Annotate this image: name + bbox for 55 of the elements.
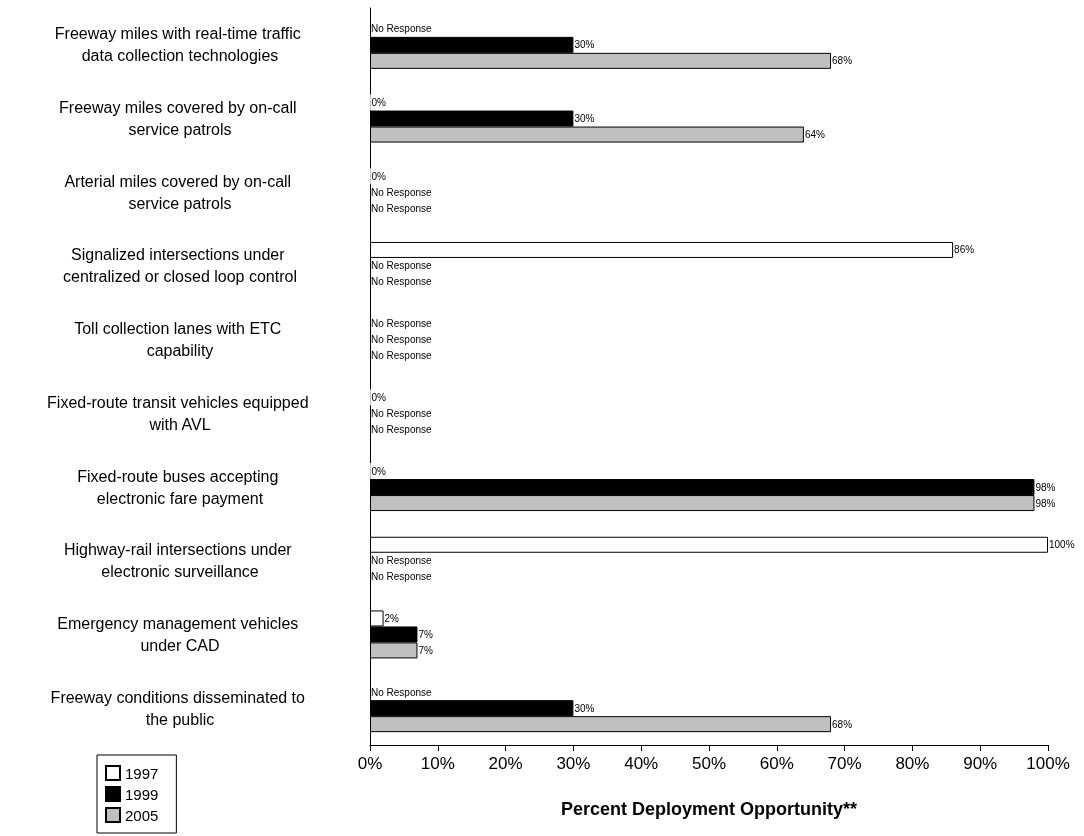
data-label: 64% <box>804 129 826 141</box>
data-label: 30% <box>574 702 595 714</box>
data-label: 30% <box>574 113 595 125</box>
y-tick-label: Arterial miles covered by on-call service patrols <box>64 172 296 212</box>
y-tick-label: Freeway conditions disseminated to the public <box>50 688 310 728</box>
data-label: 7% <box>418 644 434 656</box>
data-label: 0% <box>371 391 387 403</box>
text: No Response <box>371 407 432 419</box>
y-tick-label: Fixed-route transit vehicles equipped with AVL <box>47 393 313 433</box>
text: No Response <box>371 334 432 346</box>
legend-label: 2005 <box>125 806 159 824</box>
x-tick-label: 70% <box>827 754 862 773</box>
text: No Response <box>371 686 432 698</box>
text: No Response <box>371 186 432 198</box>
x-tick-label: 20% <box>488 754 523 773</box>
data-label: 7% <box>418 628 434 640</box>
x-axis-title: Percent Deployment Opportunity** <box>560 799 858 819</box>
x-tick-label: 100% <box>1026 754 1070 773</box>
data-label: 0% <box>371 170 387 182</box>
x-tick-label: 50% <box>691 754 727 773</box>
y-tick-label: Emergency management vehicles under CAD <box>57 614 303 654</box>
x-tick-label: 40% <box>624 754 659 773</box>
text: No Response <box>371 423 432 435</box>
y-tick-label: Signalized intersections under centralized or closed loop control <box>63 246 297 286</box>
legend-label: 1997 <box>125 764 159 782</box>
data-label: 68% <box>832 55 853 67</box>
text: No Response <box>371 571 432 583</box>
x-tick-label: 80% <box>895 754 930 773</box>
legend-label: 1999 <box>125 785 159 803</box>
x-tick-label: 90% <box>963 754 998 773</box>
text: No Response <box>371 276 432 288</box>
x-tick-label: 30% <box>556 754 591 773</box>
text: No Response <box>371 350 432 362</box>
x-tick-label: 0% <box>357 754 383 773</box>
y-tick-label: Highway-rail intersections under electronic surveillance <box>63 541 297 581</box>
data-label: 2% <box>384 612 400 624</box>
data-label: 0% <box>371 465 387 477</box>
data-label: 86% <box>954 244 975 256</box>
text: No Response <box>371 555 432 567</box>
data-label: 98% <box>1035 481 1056 493</box>
text: No Response <box>371 202 432 214</box>
text: No Response <box>371 260 432 272</box>
data-label: 68% <box>832 718 853 730</box>
data-label: 30% <box>574 39 595 51</box>
text: No Response <box>371 23 432 35</box>
y-tick-label: Fixed-route buses accepting electronic fare payment <box>77 467 283 507</box>
x-tick-label: 60% <box>759 754 794 773</box>
text: No Response <box>371 318 432 330</box>
y-tick-label: Freeway miles covered by on-call service patrols <box>59 99 301 139</box>
data-label: 98% <box>1035 497 1056 509</box>
y-tick-label: Freeway miles with real-time traffic data collection technologies <box>54 25 306 65</box>
data-label: 0% <box>371 97 387 109</box>
y-tick-label: Toll collection lanes with ETC capability <box>74 320 286 360</box>
data-label: 100% <box>1049 539 1075 551</box>
x-tick-label: 10% <box>420 754 455 773</box>
